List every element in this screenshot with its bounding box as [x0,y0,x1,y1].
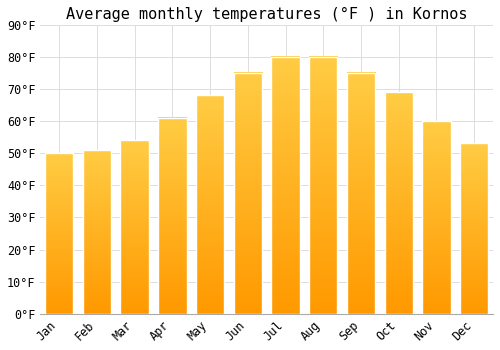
Title: Average monthly temperatures (°F ) in Kornos: Average monthly temperatures (°F ) in Ko… [66,7,468,22]
Bar [158,118,186,314]
Bar [196,95,224,314]
Bar [120,140,149,314]
Bar [83,150,111,314]
Bar [234,73,262,314]
Bar [272,57,299,314]
Bar [384,92,413,314]
Bar [460,144,488,314]
Bar [347,73,375,314]
Bar [45,153,74,314]
Bar [422,121,450,314]
Bar [309,57,338,314]
